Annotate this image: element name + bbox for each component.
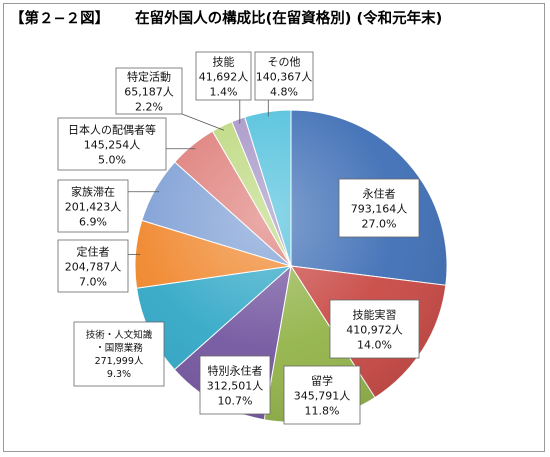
slice-name-label: 特定活動	[127, 70, 171, 84]
slice-count-label: 312,501人	[207, 380, 264, 393]
slice-count-label: 140,367人	[256, 71, 313, 84]
label-box	[57, 117, 167, 171]
slice-percent-label: 27.0%	[362, 218, 397, 231]
slice-percent-label: 11.8%	[305, 405, 340, 418]
slice-name-label: 日本人の配偶者等	[68, 123, 156, 137]
slice-count-label: 793,164人	[351, 203, 408, 216]
slice-count-label: 65,187人	[124, 86, 174, 99]
label-box	[283, 365, 361, 425]
slice-percent-label: 1.4%	[210, 86, 238, 99]
slice-count-label: 204,787人	[65, 261, 122, 274]
slice-count-label: 271,999人	[95, 356, 144, 367]
label-box	[73, 321, 165, 387]
slice-name-label: 技能実習	[353, 308, 397, 322]
leader-line	[181, 113, 225, 131]
label-box	[115, 67, 183, 115]
slice-name-label: 永住者	[363, 187, 396, 201]
slice-name-label: 技術・人文知識	[86, 329, 153, 341]
chart-title: 【第２−２図】 在留外国人の構成比(在留資格別) (令和元年末)	[10, 7, 442, 28]
slice-name-label: 技能	[213, 55, 235, 69]
label-box	[57, 179, 129, 233]
label-box	[195, 51, 252, 101]
label-box	[329, 299, 420, 359]
label-box	[254, 51, 314, 101]
slice-percent-label: 2.2%	[135, 101, 163, 114]
slice-count-label: 41,692人	[199, 71, 249, 84]
slice-name-label: ・国際業務	[95, 342, 143, 354]
slice-count-label: 145,254人	[84, 139, 141, 152]
slice-percent-label: 9.3%	[107, 369, 131, 380]
slice-percent-label: 4.8%	[270, 86, 298, 99]
title-text: 在留外国人の構成比(在留資格別) (令和元年末)	[135, 11, 443, 27]
slice-percent-label: 5.0%	[98, 154, 126, 167]
label-box	[57, 239, 129, 293]
slice-name-label: 定住者	[77, 245, 110, 259]
slice-name-label: 特別永住者	[208, 364, 263, 378]
label-box	[199, 355, 271, 415]
slice-percent-label: 6.9%	[79, 216, 107, 229]
slice-percent-label: 7.0%	[79, 276, 107, 289]
slice-count-label: 345,791人	[294, 390, 351, 403]
slice-percent-label: 10.7%	[218, 395, 253, 408]
slice-percent-label: 14.0%	[357, 339, 392, 352]
slice-name-label: 留学	[311, 374, 333, 388]
figure-number: 【第２−２図】	[10, 11, 110, 27]
slice-count-label: 201,423人	[65, 201, 122, 214]
slice-count-label: 410,972人	[346, 324, 403, 337]
slice-name-label: その他	[268, 56, 301, 69]
label-box	[338, 178, 420, 238]
slice-name-label: 家族滞在	[71, 185, 115, 199]
